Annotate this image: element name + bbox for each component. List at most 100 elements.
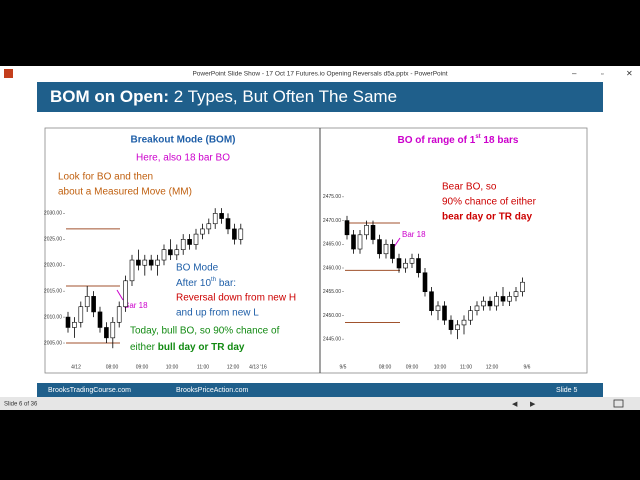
candle-body — [238, 228, 244, 240]
candle-body — [403, 262, 408, 269]
candle-body — [422, 272, 428, 293]
candle-body — [174, 249, 180, 256]
footer-right: Slide 5 — [556, 387, 578, 394]
heading-sup: st — [475, 134, 480, 140]
x-tick-label: 10:00 — [434, 364, 447, 370]
bar18-label: Bar 18 — [402, 230, 426, 239]
candle-body — [155, 259, 160, 266]
bear-text: Bear BO, so — [442, 182, 497, 193]
x-tick-label: 09:00 — [406, 364, 419, 370]
candle-body — [455, 324, 460, 330]
view-button[interactable] — [613, 399, 624, 408]
candle-body — [468, 310, 473, 321]
minimize[interactable]: – — [572, 69, 577, 78]
chart-frame — [44, 127, 588, 374]
footer-middle: BrooksPriceAction.com — [176, 387, 249, 394]
candle-body — [416, 258, 421, 274]
candle-body — [448, 319, 454, 330]
y-tick-label: 2030.00 — [44, 211, 62, 217]
reversal: and up from new L — [176, 308, 259, 319]
y-tick-label: 2450.00 — [323, 313, 341, 319]
candle-body — [370, 225, 376, 240]
candle-body — [494, 296, 499, 307]
bar18-arrow — [116, 289, 124, 301]
x-tick-label: 4/13 '16 — [249, 364, 267, 370]
restore[interactable]: ▫ — [601, 71, 603, 78]
x-tick-label: 11:00 — [460, 364, 472, 370]
heading-a: BO of range of 1 — [398, 135, 476, 146]
left-subheading: Here, also 18 bar BO — [136, 153, 230, 164]
candle-body — [84, 296, 90, 308]
prev-slide[interactable]: ◀ — [512, 401, 518, 408]
candle-body — [520, 281, 525, 293]
y-tick-label: 2470.00 — [323, 218, 341, 224]
candle-body — [429, 291, 434, 311]
candle-body — [78, 306, 84, 323]
candle-body — [148, 259, 154, 266]
candle-body — [200, 228, 205, 235]
candle-body — [129, 259, 135, 282]
candle-body — [461, 319, 467, 326]
y-tick-label: 2455.00 — [323, 289, 341, 295]
candle-body — [187, 239, 192, 245]
candle-body — [219, 213, 224, 219]
status-left: Slide 6 of 36 — [4, 402, 38, 408]
x-tick-label: 08:00 — [106, 364, 119, 370]
candle-body — [142, 259, 148, 266]
right-heading: BO of range of 1st 18 bars — [398, 134, 519, 146]
candle-body — [232, 228, 237, 240]
candle-body — [161, 249, 167, 261]
x-tick-label: 4/12 — [71, 364, 81, 370]
candle-body — [123, 280, 128, 308]
candle-body — [513, 291, 519, 297]
candle-body — [442, 305, 447, 321]
candle-body — [168, 249, 173, 256]
next-slide[interactable]: ▶ — [530, 401, 536, 408]
status-bar — [0, 397, 640, 410]
slide-title: BOM on Open: 2 Types, But Often The Same — [50, 87, 397, 106]
candle-body — [65, 316, 71, 328]
candle-body — [377, 239, 382, 255]
y-tick-label: 2015.00 — [44, 288, 62, 294]
candle-body — [500, 296, 506, 302]
candle-body — [225, 218, 231, 230]
left-heading: Breakout Mode (BOM) — [131, 135, 236, 146]
y-tick-label: 2460.00 — [323, 265, 341, 271]
candle-body — [91, 296, 96, 313]
x-tick-label: 12:00 — [486, 364, 499, 370]
candle-body — [206, 223, 212, 230]
candle-body — [364, 225, 369, 236]
y-tick-label: 2025.00 — [44, 237, 62, 243]
candle-body — [116, 306, 122, 323]
x-tick-label: 09:00 — [136, 364, 149, 370]
candle-body — [136, 259, 141, 266]
today-b: bull day or TR day — [158, 342, 245, 353]
after-sup: th — [211, 277, 216, 283]
candle-body — [193, 233, 199, 245]
y-tick-label: 2475.00 — [323, 194, 341, 200]
bear-text: 90% chance of either — [442, 197, 537, 208]
candle-body — [474, 305, 480, 311]
candle-body — [104, 327, 109, 339]
candle-body — [357, 234, 363, 250]
y-tick-label: 2445.00 — [323, 336, 341, 342]
x-tick-label: 9/6 — [524, 364, 531, 370]
bar18-label: Bar 18 — [124, 301, 148, 310]
candle-body — [97, 311, 103, 328]
today-a: either — [130, 342, 158, 353]
heading-b: 18 bars — [481, 135, 519, 146]
look-text: about a Measured Move (MM) — [58, 187, 192, 198]
after-b: bar: — [216, 278, 236, 289]
close[interactable]: ✕ — [626, 69, 633, 78]
candle-body — [435, 305, 441, 311]
after-text: After 10th bar: — [176, 277, 236, 289]
bo-mode: BO Mode — [176, 263, 219, 274]
slide-footer — [37, 383, 603, 397]
title-rest: 2 Types, But Often The Same — [169, 87, 397, 106]
candle-body — [481, 300, 486, 307]
slide-header — [37, 82, 603, 112]
y-tick-label: 2010.00 — [44, 314, 62, 320]
x-tick-label: 10:00 — [166, 364, 179, 370]
